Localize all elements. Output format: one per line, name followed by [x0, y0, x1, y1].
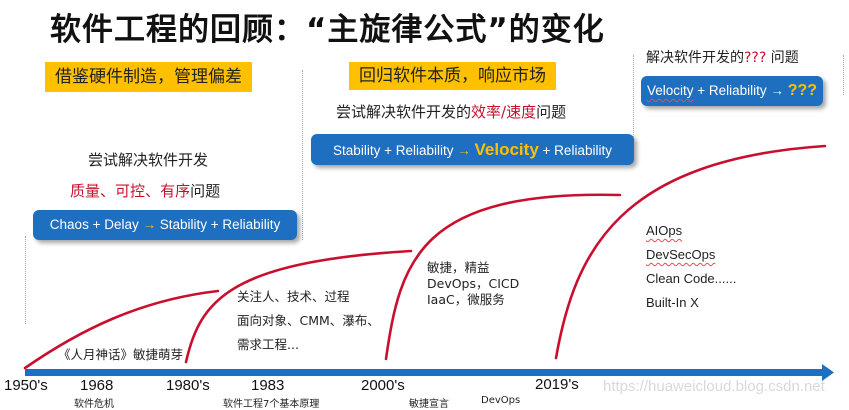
desc-prefix: 解决软件开发的 [646, 50, 744, 66]
tick-2000s: 2000's [361, 377, 405, 394]
formula-right: Stability + Reliability [159, 217, 281, 232]
problem-quality: 质量 [70, 182, 101, 200]
arrow-icon: → [457, 143, 471, 158]
era2-description: 尝试解决软件开发的效率/速度问题 [336, 101, 566, 122]
desc-suffix: 问题 [536, 103, 567, 121]
era3-description: 解决软件开发的??? 问题 [646, 47, 799, 67]
era3-formula-box: Velocity + Reliability → ??? [641, 76, 823, 106]
separator: 、 [145, 182, 161, 200]
problem-control: 可控 [115, 182, 146, 200]
problem-suffix: 问题 [190, 182, 221, 200]
tick-1950s: 1950's [4, 377, 48, 394]
era1-description: 尝试解决软件开发 [88, 151, 209, 169]
era2-formula-box: Stability + Reliability → Velocity + Rel… [311, 134, 634, 165]
desc-prefix: 尝试解决软件开发的 [336, 103, 472, 121]
era4-note-builtin: Built-In X [646, 295, 699, 310]
section-divider-2 [633, 55, 634, 155]
formula-highlight: ??? [787, 82, 818, 99]
curve-era1 [23, 289, 220, 370]
formula-highlight: Velocity [474, 140, 539, 159]
tick-devops: DevOps [481, 395, 521, 406]
arrow-icon: → [770, 83, 784, 98]
curve-era4 [554, 144, 827, 360]
curve-era3 [384, 193, 622, 361]
era3-note-line1: 敏捷，精益 [427, 260, 490, 275]
section-divider-right [843, 55, 844, 95]
desc-suffix: 问题 [766, 50, 799, 66]
desc-highlight: ??? [744, 50, 767, 66]
era2-note-line3: 需求工程... [237, 337, 299, 352]
tick-1968-note: 软件危机 [74, 399, 114, 410]
separator: 、 [100, 182, 116, 200]
era3-note-line2: DevOps，CICD [427, 276, 520, 291]
era1-theme-tag: 借鉴硬件制造，管理偏差 [45, 62, 252, 92]
tick-1983-note: 软件工程7个基本原理 [223, 399, 320, 410]
era3-note-line3: IaaC，微服务 [427, 292, 505, 307]
formula-left: Chaos + Delay [49, 217, 139, 232]
tick-agile-manifesto: 敏捷宣言 [409, 399, 449, 410]
era4-note-aiops: AIOps [646, 223, 683, 238]
formula-left: Stability + Reliability [333, 143, 454, 158]
formula-left: Velocity [646, 83, 694, 98]
formula-mid: + Reliability [693, 83, 767, 98]
desc-highlight: 效率/速度 [471, 103, 537, 121]
era2-theme-tag: 回归软件本质，响应市场 [349, 62, 556, 90]
era1-formula-box: Chaos + Delay → Stability + Reliability [33, 210, 297, 240]
arrow-icon: → [142, 217, 157, 232]
formula-right: + Reliability [542, 143, 612, 158]
curve-era2 [184, 249, 413, 364]
era2-note-line2: 面向对象、CMM、瀑布、 [237, 313, 380, 328]
watermark: https://huaweicloud.blog.csdn.net [603, 378, 825, 395]
era4-note-devsecops: DevSecOps [646, 247, 716, 262]
timeline-axis [25, 364, 834, 381]
section-divider-1 [302, 70, 303, 240]
tick-2019s: 2019's [535, 376, 579, 393]
page-title: 软件工程的回顾：“主旋律公式”的变化 [50, 12, 605, 48]
era1-problems: 质量、可控、有序问题 [70, 180, 220, 201]
problem-order: 有序 [160, 182, 191, 200]
era1-note: 《人月神话》敏捷萌芽 [58, 347, 184, 362]
tick-1980s: 1980's [166, 377, 210, 394]
section-divider-left [25, 236, 26, 324]
tick-1968: 1968 [80, 377, 114, 394]
era4-note-cleancode: Clean Code...... [646, 271, 737, 286]
era2-note-line1: 关注人、技术、过程 [237, 289, 350, 304]
tick-1983: 1983 [251, 377, 285, 394]
